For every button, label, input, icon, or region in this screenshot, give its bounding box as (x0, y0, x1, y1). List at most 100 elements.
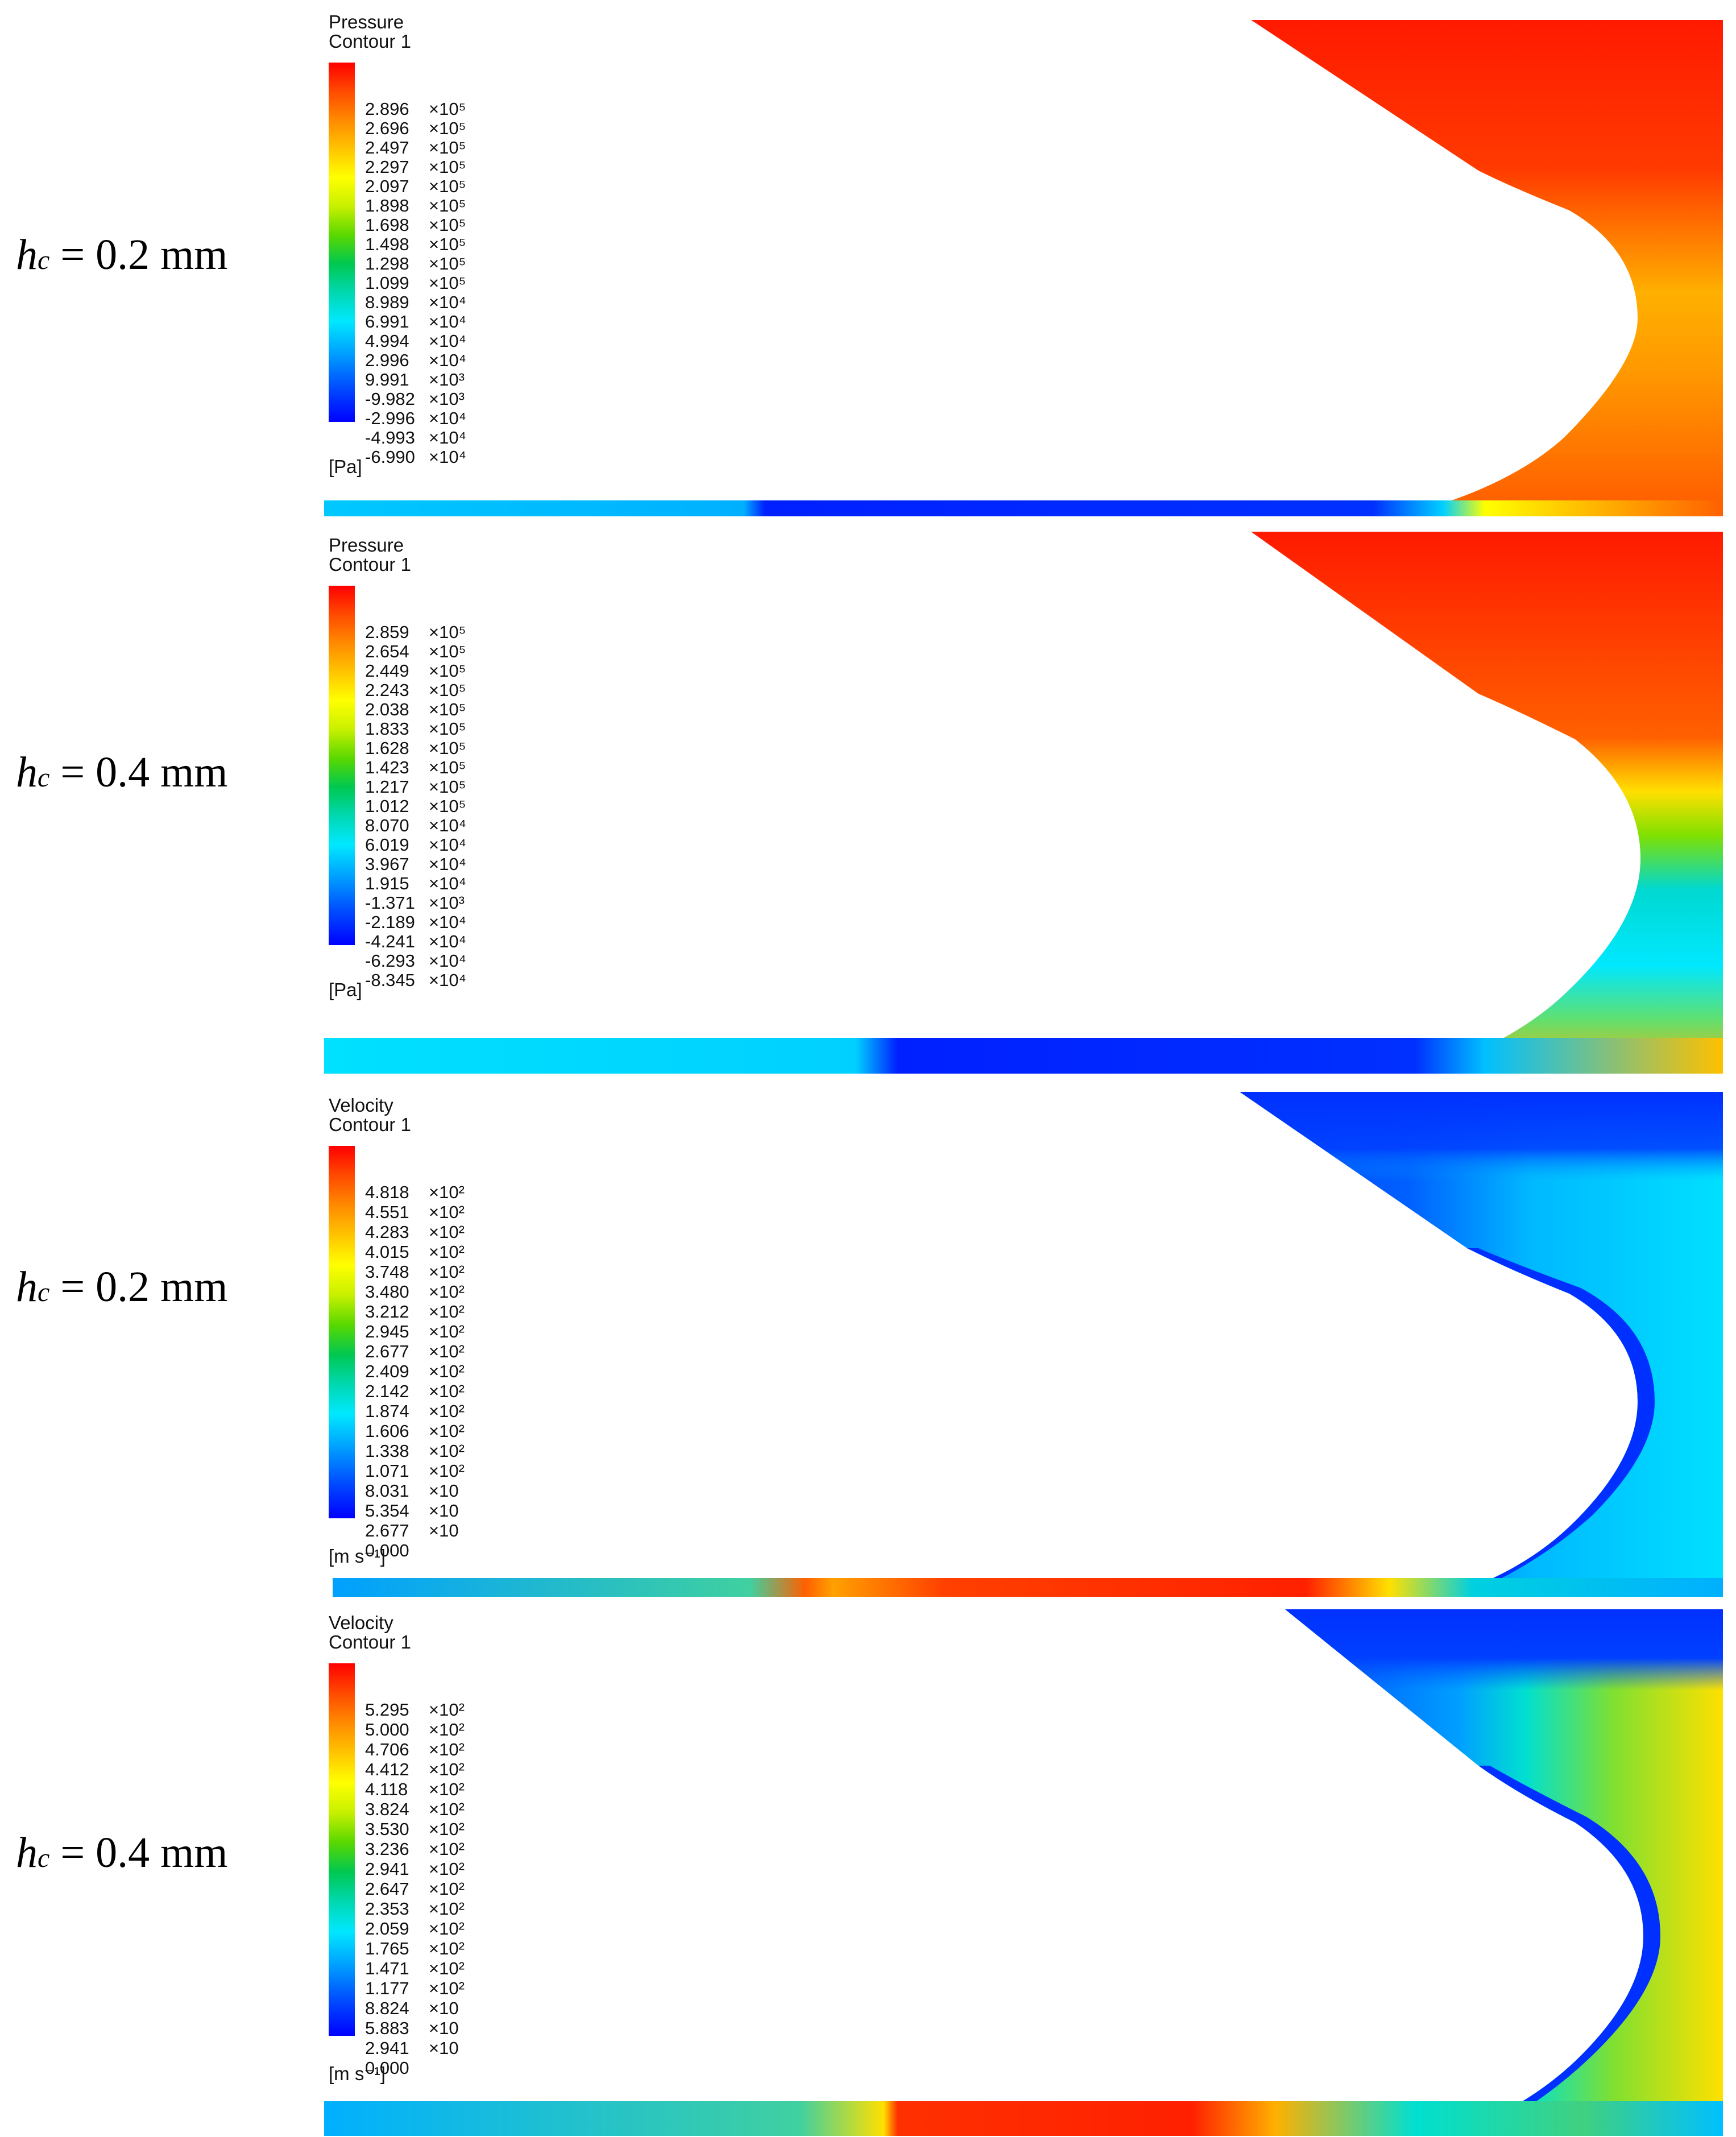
tick-label: 2.038 ×10⁵ (365, 699, 466, 719)
colorbar (329, 1663, 355, 2036)
tick-label: 8.031 ×10 (365, 1481, 459, 1501)
hc-label-subscript: c (38, 1277, 50, 1307)
contour-plot (318, 0, 1729, 517)
tick-label: 2.677 ×10² (365, 1341, 465, 1361)
tick-label: 1.177 ×10² (365, 1978, 465, 1998)
tick-label: -6.990 ×10⁴ (365, 447, 466, 467)
tick-label: 2.497 ×10⁵ (365, 138, 466, 158)
panel-pressure-hc-0-4: hc = 0.4 mm (0, 523, 1736, 1075)
tick-label: 1.099 ×10⁵ (365, 273, 466, 293)
contour-plot (318, 1083, 1729, 1598)
tick-label: 0.000 (365, 2058, 409, 2078)
panel-velocity-hc-0-2: hc = 0.2 mm (0, 1083, 1736, 1598)
contour-plot (318, 1601, 1729, 2137)
legend-quantity: Pressure (329, 11, 404, 32)
tick-label: 1.915 ×10⁴ (365, 873, 466, 893)
tick-label: 2.297 ×10⁵ (365, 157, 466, 177)
tick-label: 4.412 ×10² (365, 1759, 465, 1779)
panel-velocity-hc-0-4: hc = 0.4 mm (0, 1601, 1736, 2137)
tick-label: 1.498 ×10⁵ (365, 234, 466, 254)
tick-label: 4.706 ×10² (365, 1740, 465, 1759)
tick-label: 5.354 ×10 (365, 1501, 459, 1521)
colorbar-legend: Pressure Contour 1 2.896 ×10⁵ 2.696 ×10⁵ 2… (329, 11, 567, 477)
hc-label-value: = 0.2 mm (60, 231, 228, 279)
tick-label: 2.142 ×10² (365, 1381, 465, 1401)
tick-label: 2.859 ×10⁵ (365, 622, 466, 642)
colorbar (329, 586, 355, 945)
tick-label: 2.945 ×10² (365, 1322, 465, 1341)
tick-label: 1.298 ×10⁵ (365, 254, 466, 274)
tick-label: 2.353 ×10² (365, 1899, 465, 1919)
hc-label: hc = 0.2 mm (16, 1262, 227, 1312)
tick-label: 1.338 ×10² (365, 1441, 465, 1461)
tick-label: 1.471 ×10² (365, 1958, 465, 1978)
contour-plot (318, 523, 1729, 1075)
legend-contour: Contour 1 (329, 1631, 411, 1653)
tick-label: 4.994 ×10⁴ (365, 331, 466, 351)
hc-label-value: = 0.2 mm (60, 1263, 228, 1311)
tick-label: -4.993 ×10⁴ (365, 428, 466, 448)
tick-label: 2.647 ×10² (365, 1879, 465, 1899)
tick-label: 2.449 ×10⁵ (365, 661, 466, 681)
tick-label: -9.982 ×10³ (365, 389, 465, 409)
tick-label: 3.480 ×10² (365, 1282, 465, 1302)
tick-label: -8.345 ×10⁴ (365, 970, 466, 990)
tick-label: 0.000 (365, 1540, 409, 1560)
tick-label: 9.991 ×10³ (365, 370, 465, 390)
tick-label: 2.409 ×10² (365, 1361, 465, 1381)
hc-label-variable: h (16, 1263, 38, 1311)
legend-contour: Contour 1 (329, 554, 411, 575)
tick-label: 1.898 ×10⁵ (365, 196, 466, 216)
tick-label: 2.896 ×10⁵ (365, 99, 466, 119)
tick-label: 2.996 ×10⁴ (365, 350, 466, 370)
hc-label: hc = 0.4 mm (16, 748, 227, 797)
hc-label-variable: h (16, 231, 38, 279)
tick-label: 4.118 ×10² (365, 1779, 465, 1799)
hc-label-variable: h (16, 748, 38, 796)
legend-contour: Contour 1 (329, 31, 411, 52)
tick-label: 1.606 ×10² (365, 1421, 465, 1441)
panel-pressure-hc-0-2: hc = 0.2 mm (0, 0, 1736, 517)
tick-label: 4.551 ×10² (365, 1202, 465, 1222)
tick-label: 1.874 ×10² (365, 1401, 465, 1421)
tick-label: 1.423 ×10⁵ (365, 757, 466, 777)
legend-contour: Contour 1 (329, 1114, 411, 1135)
legend-unit: [Pa] (329, 456, 362, 477)
tick-label: 3.212 ×10² (365, 1302, 465, 1322)
tick-label: 8.070 ×10⁴ (365, 815, 466, 835)
tick-label: 8.824 ×10 (365, 1998, 459, 2018)
legend-unit: [m s⁻¹] (329, 2063, 386, 2084)
legend-unit: [Pa] (329, 979, 362, 1000)
tick-label: 6.991 ×10⁴ (365, 312, 466, 332)
tick-label: 3.967 ×10⁴ (365, 854, 466, 874)
colorbar-legend: Velocity Contour 1 5.295 ×10² 5.000 ×10² 4… (329, 1612, 567, 2084)
tick-label: 1.012 ×10⁵ (365, 796, 466, 816)
tick-label: 3.824 ×10² (365, 1799, 465, 1819)
colorbar-legend: Pressure Contour 1 2.859 ×10⁵ 2.654 ×10⁵ 2… (329, 535, 567, 1000)
hc-label: hc = 0.2 mm (16, 230, 227, 280)
tick-label: 1.071 ×10² (365, 1461, 465, 1481)
legend-quantity: Pressure (329, 535, 404, 556)
legend-quantity: Velocity (329, 1612, 393, 1633)
tick-label: 5.295 ×10² (365, 1700, 465, 1720)
tick-label: 2.097 ×10⁵ (365, 176, 466, 196)
tick-label: 5.000 ×10² (365, 1720, 465, 1740)
tick-label: 4.015 ×10² (365, 1242, 465, 1262)
tick-label: 2.059 ×10² (365, 1919, 465, 1939)
tick-label: 1.765 ×10² (365, 1939, 465, 1958)
tick-label: -1.371 ×10³ (365, 893, 465, 913)
hc-label-variable: h (16, 1829, 38, 1877)
tick-label: 4.818 ×10² (365, 1182, 465, 1202)
tick-label: 8.989 ×10⁴ (365, 292, 466, 312)
tick-label: 2.654 ×10⁵ (365, 641, 466, 661)
hc-label-subscript: c (38, 1843, 50, 1873)
colorbar (329, 1146, 355, 1518)
tick-label: 2.941 ×10² (365, 1859, 465, 1879)
tick-label: -2.996 ×10⁴ (365, 408, 466, 428)
tick-label: 4.283 ×10² (365, 1222, 465, 1242)
tick-label: 3.748 ×10² (365, 1262, 465, 1282)
tick-label: 1.698 ×10⁵ (365, 215, 466, 235)
tick-label: 2.243 ×10⁵ (365, 680, 466, 700)
hc-label-value: = 0.4 mm (60, 1829, 228, 1877)
tick-label: 1.833 ×10⁵ (365, 719, 466, 739)
